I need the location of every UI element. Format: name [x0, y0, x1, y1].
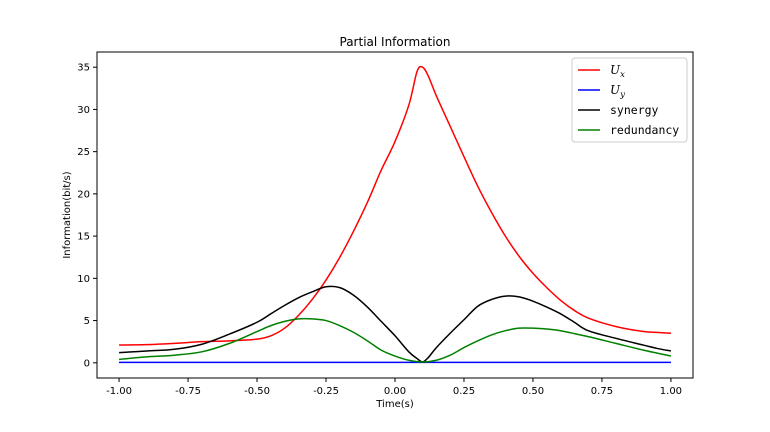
- y-tick-label: 0: [84, 358, 90, 369]
- x-tick-label: 0.25: [453, 386, 475, 397]
- y-tick-label: 30: [77, 105, 90, 116]
- series-line-synergy: [119, 285, 672, 363]
- chart-title: Partial Information: [340, 35, 451, 49]
- series-line-redundancy: [119, 317, 672, 363]
- legend-label: Ux: [610, 63, 625, 80]
- series-line-u-x: [119, 65, 671, 346]
- y-axis-label: Information(bit/s): [62, 171, 73, 258]
- y-tick-label: 25: [77, 147, 90, 158]
- legend-box: [571, 57, 688, 143]
- x-tick-label: -0.25: [313, 386, 339, 397]
- y-axis-ticks: 0 5 10 15 20 25 30 35: [77, 63, 97, 369]
- legend: Ux Uy synergy redundancy: [571, 57, 688, 143]
- series-lines: [119, 65, 672, 364]
- y-tick-label: 5: [84, 316, 90, 327]
- y-tick-label: 10: [77, 274, 90, 285]
- x-tick-label: 1.00: [660, 386, 682, 397]
- legend-label: synergy: [610, 103, 659, 117]
- x-axis-ticks: -1.00 -0.75 -0.50 -0.25 0.00 0.25 0.50 0.75 1.00: [106, 378, 682, 397]
- x-tick-label: 0.75: [591, 386, 613, 397]
- x-tick-label: 0.00: [384, 386, 406, 397]
- y-tick-label: 15: [77, 232, 90, 243]
- y-tick-label: 35: [77, 63, 90, 74]
- y-tick-label: 20: [77, 189, 90, 200]
- x-axis-label: Time(s): [375, 399, 414, 410]
- x-tick-label: -0.75: [175, 386, 201, 397]
- x-tick-label: -0.50: [244, 386, 270, 397]
- legend-label: Uy: [610, 83, 625, 100]
- legend-label: redundancy: [610, 123, 679, 137]
- x-tick-label: -1.00: [106, 386, 132, 397]
- x-tick-label: 0.50: [522, 386, 544, 397]
